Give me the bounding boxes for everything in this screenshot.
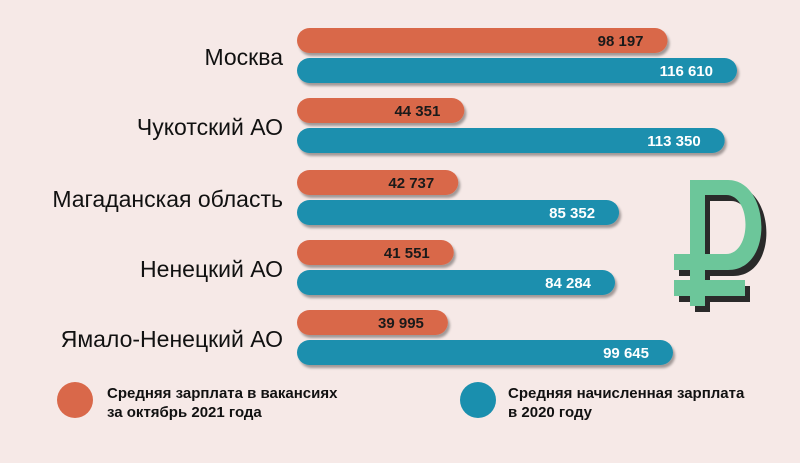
category-label: Ямало-Ненецкий АО: [61, 326, 283, 352]
bar-vacancies: [297, 28, 668, 53]
bar-accrued: [297, 270, 616, 295]
bar-value-label: 85 352: [549, 205, 595, 222]
bar-value-label: 42 737: [388, 175, 434, 192]
bar-value-label: 116 610: [660, 63, 713, 80]
bar-vacancies: [297, 240, 454, 265]
legend-swatch-vacancies: [57, 382, 93, 418]
bar-vacancies: [297, 98, 465, 123]
bar-value-label: 84 284: [545, 275, 592, 292]
legend: Средняя зарплата в вакансиях за октябрь …: [57, 382, 745, 421]
bar-value-label: 113 350: [647, 133, 700, 150]
bar-value-label: 98 197: [598, 33, 644, 50]
category-label: Чукотский АО: [137, 114, 283, 140]
category-label: Ненецкий АО: [140, 256, 283, 282]
bar-value-label: 39 995: [378, 315, 424, 332]
bar-value-label: 44 351: [394, 103, 440, 120]
bar-value-label: 41 551: [384, 245, 430, 262]
bar-value-label: 99 645: [603, 345, 649, 362]
bar-accrued: [297, 58, 737, 83]
legend-swatch-accrued: [460, 382, 496, 418]
legend-label-accrued-line1: Средняя начисленная зарплата: [508, 385, 745, 402]
legend-label-vacancies-line1: Средняя зарплата в вакансиях: [107, 385, 338, 402]
bars-group: 98 197 116 610 44 351 113 350 42 737 85 352 41…: [297, 28, 737, 365]
category-label: Москва: [204, 44, 283, 70]
bar-vacancies: [297, 170, 459, 195]
bar-accrued: [297, 128, 725, 153]
category-labels-group: Москва Чукотский АО Магаданская область Нен…: [52, 44, 283, 352]
legend-label-vacancies-line2: за октябрь 2021 года: [107, 404, 262, 421]
ruble-sign-icon: [674, 180, 767, 312]
bar-accrued: [297, 200, 620, 225]
bar-accrued: [297, 340, 673, 365]
bar-vacancies: [297, 310, 448, 335]
category-label: Магаданская область: [52, 186, 283, 212]
legend-label-accrued-line2: в 2020 году: [508, 404, 593, 421]
